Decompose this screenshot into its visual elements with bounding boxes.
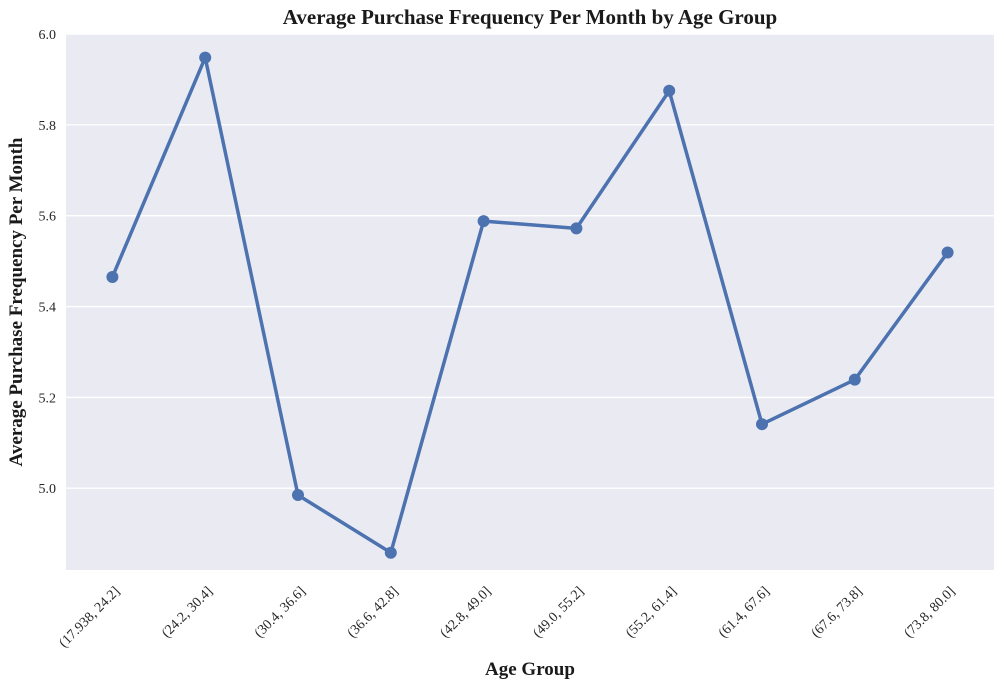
plot-area [66,34,994,570]
data-point [756,418,768,431]
y-tick-label: 5.2 [39,391,57,406]
x-tick-label: (73.8, 80.0] [902,584,959,641]
data-point [292,489,304,502]
data-point [663,84,676,97]
x-tick-label: (42.8, 49.0] [438,584,495,641]
x-tick-label: (67.6, 73.8] [809,584,866,641]
data-points [106,51,954,559]
x-tick-label: (49.0, 55.2] [530,584,587,641]
y-tick-label: 6.0 [39,28,57,43]
x-tick-labels: (17.938, 24.2] (24.2, 30.4] (30.4, 36.6] (3… [57,584,959,651]
x-axis-label: Age Group [485,659,575,680]
data-point [848,373,861,386]
data-point [106,271,119,284]
x-tick-label: (55.2, 61.4] [623,584,680,641]
y-tick-label: 5.8 [39,119,57,134]
x-tick-label: (24.2, 30.4] [159,584,216,641]
x-tick-label: (30.4, 36.6] [252,584,309,641]
y-axis-label: Average Purchase Frequency Per Month [6,137,27,466]
chart-title: Average Purchase Frequency Per Month by … [283,5,777,29]
data-point [199,51,212,64]
series-line [110,55,950,555]
y-tick-label: 5.4 [39,301,57,316]
y-tick-labels: 5.0 5.2 5.4 5.6 5.8 6.0 [39,28,57,497]
x-tick-label: (36.6, 42.8] [345,584,402,641]
data-point [941,246,954,259]
x-tick-label: (17.938, 24.2] [57,584,124,651]
y-tick-label: 5.0 [39,482,57,497]
x-tick-label: (61.4, 67.6] [716,584,773,641]
data-point [384,546,397,559]
data-point [570,222,583,235]
data-point [477,215,490,228]
y-tick-label: 5.6 [39,210,57,225]
